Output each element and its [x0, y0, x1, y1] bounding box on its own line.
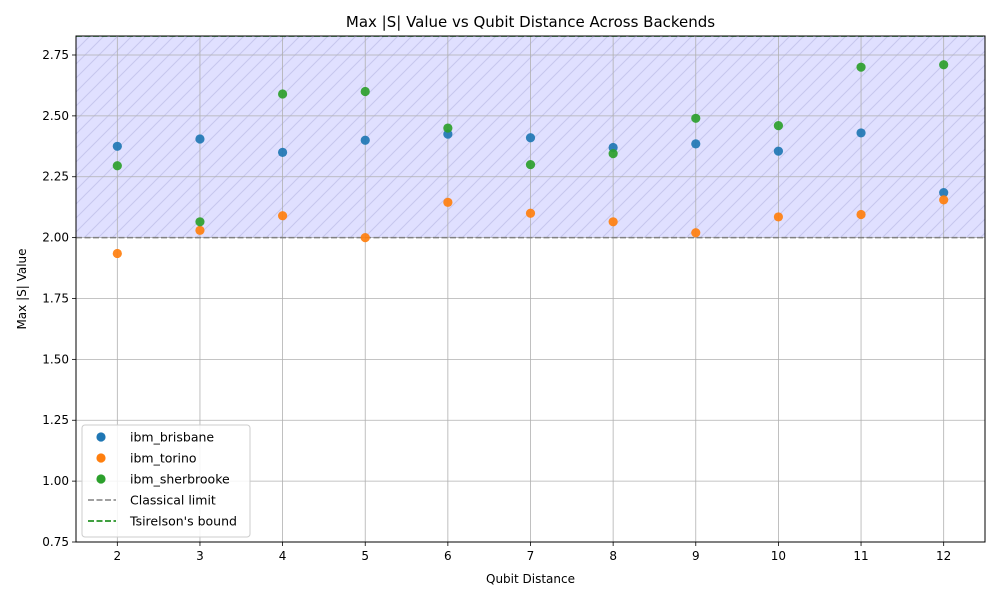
data-point	[608, 217, 618, 227]
legend-marker	[96, 432, 106, 442]
legend-marker	[96, 453, 106, 463]
legend-entry: ibm_torino	[130, 451, 197, 466]
x-tick-label: 4	[279, 549, 287, 563]
data-point	[443, 123, 453, 133]
x-tick-label: 12	[936, 549, 951, 563]
chart-title: Max |S| Value vs Qubit Distance Across B…	[346, 13, 715, 31]
data-point	[112, 141, 122, 151]
data-point	[608, 149, 618, 159]
legend-entry: ibm_sherbrooke	[130, 472, 230, 487]
data-point	[277, 211, 288, 221]
data-point	[277, 147, 288, 157]
x-tick-label: 10	[771, 549, 786, 563]
data-point	[773, 212, 784, 222]
y-tick-label: 1.25	[42, 413, 69, 427]
y-tick-label: 2.75	[42, 48, 69, 62]
y-tick-label: 1.75	[42, 291, 69, 305]
data-point	[277, 89, 288, 99]
data-point	[939, 60, 949, 70]
data-point	[856, 209, 866, 220]
data-point	[443, 197, 453, 207]
data-point	[360, 233, 370, 243]
legend: ibm_brisbane ibm_torino ibm_sherbrooke Clas…	[81, 424, 251, 538]
x-axis-label: Qubit Distance	[486, 572, 575, 586]
y-tick-label: 0.75	[42, 535, 69, 549]
data-point	[525, 208, 536, 218]
legend-entry: Tsirelson's bound	[129, 514, 237, 529]
data-point	[360, 135, 370, 145]
data-point	[939, 187, 949, 198]
legend-marker	[96, 474, 106, 484]
x-tick-label: 6	[444, 549, 452, 563]
x-tick-label: 3	[196, 549, 204, 563]
data-point	[691, 113, 701, 123]
legend-entry: Classical limit	[130, 493, 216, 508]
y-tick-label: 2.00	[42, 231, 69, 245]
data-point	[773, 121, 784, 131]
x-tick-label: 2	[113, 549, 121, 563]
data-point	[195, 134, 205, 144]
x-tick-label: 9	[692, 549, 700, 563]
data-point	[195, 217, 205, 227]
data-point	[939, 195, 949, 205]
x-tick-label: 8	[609, 549, 617, 563]
y-tick-label: 1.50	[42, 352, 69, 366]
x-tick-label: 7	[527, 549, 535, 563]
data-point	[856, 62, 866, 72]
x-tick-label: 5	[361, 549, 369, 563]
y-tick-label: 2.50	[42, 109, 69, 123]
y-axis-label: Max |S| Value	[15, 248, 29, 329]
data-point	[525, 159, 536, 170]
data-point	[360, 86, 370, 97]
data-point	[773, 146, 784, 156]
y-tick-label: 2.25	[42, 170, 69, 184]
data-point	[112, 161, 122, 171]
data-point	[856, 128, 866, 138]
data-point	[525, 133, 536, 143]
legend-entry: ibm_brisbane	[130, 430, 214, 445]
y-tick-label: 1.00	[42, 474, 69, 488]
x-tick-label: 11	[853, 549, 868, 563]
data-point	[691, 139, 701, 149]
data-point	[112, 248, 122, 259]
data-point	[195, 225, 205, 235]
data-point	[691, 228, 701, 238]
